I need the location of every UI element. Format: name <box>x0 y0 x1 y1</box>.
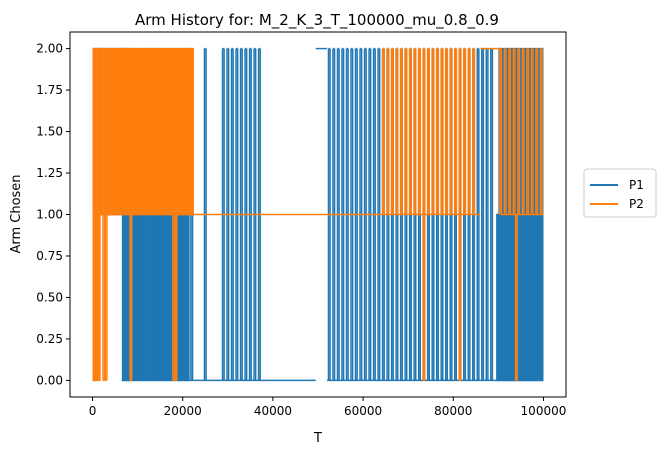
y-tick-label: 0.00 <box>36 373 63 387</box>
y-tick-label: 1.50 <box>36 125 63 139</box>
y-tick-label: 1.75 <box>36 83 63 97</box>
series-p2 <box>92 47 544 382</box>
chart-title: Arm History for: M_2_K_3_T_100000_mu_0.8… <box>135 11 499 30</box>
y-axis-label: Arm Chosen <box>9 174 24 253</box>
y-axis-ticks: 0.00 0.25 0.50 0.75 1.00 1.25 1.50 1.75 2.00 <box>36 42 70 387</box>
x-tick-label: 100000 <box>521 404 567 418</box>
x-axis-label: T <box>313 431 322 446</box>
x-tick-label: 80000 <box>434 404 472 418</box>
y-tick-label: 0.50 <box>36 290 63 304</box>
x-tick-label: 0 <box>89 404 97 418</box>
legend-label-p2: P2 <box>629 197 644 211</box>
series-dense-switching-band <box>92 48 101 381</box>
y-tick-label: 0.75 <box>36 249 63 263</box>
legend-label-p1: P1 <box>629 178 644 192</box>
x-tick-label: 20000 <box>164 404 202 418</box>
x-tick-label: 40000 <box>254 404 292 418</box>
y-tick-label: 1.00 <box>36 208 63 222</box>
y-tick-label: 1.25 <box>36 166 63 180</box>
series-dense-switching-band <box>100 48 194 215</box>
x-axis-ticks: 0 20000 40000 60000 80000 100000 <box>89 397 567 418</box>
legend-box <box>583 168 657 218</box>
plot-area <box>92 47 544 382</box>
y-tick-label: 2.00 <box>36 42 63 56</box>
y-tick-label: 0.25 <box>36 332 63 346</box>
x-tick-label: 60000 <box>344 404 382 418</box>
legend: P1 P2 <box>583 168 657 218</box>
